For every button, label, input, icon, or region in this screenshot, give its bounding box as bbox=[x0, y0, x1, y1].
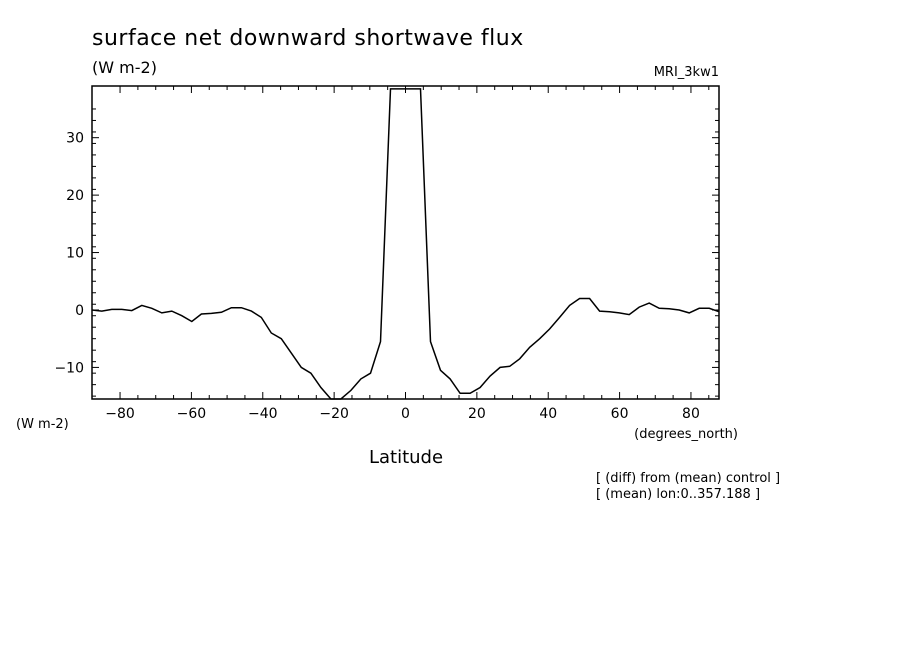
series-line bbox=[91, 88, 720, 400]
x-tick-label: −40 bbox=[248, 406, 278, 422]
y-tick-label: 30 bbox=[66, 131, 84, 147]
y-tick-label: −10 bbox=[54, 360, 84, 376]
note-mean: [ (mean) lon:0..357.188 ] bbox=[596, 487, 760, 502]
plot-frame bbox=[91, 85, 720, 400]
note-diff: [ (diff) from (mean) control ] bbox=[596, 471, 780, 486]
x-axis: −80 −60 −40 −20 0 20 40 60 80 bbox=[105, 86, 710, 422]
x-tick-label: 40 bbox=[539, 406, 557, 422]
y-tick-label: 20 bbox=[66, 188, 84, 204]
y-tick-label: 10 bbox=[66, 246, 84, 262]
x-axis-label: Latitude bbox=[369, 447, 443, 468]
chart-title: surface net downward shortwave flux bbox=[92, 26, 524, 51]
x-tick-label: −60 bbox=[177, 406, 207, 422]
y-axis: −10 0 10 20 30 bbox=[54, 108, 719, 397]
y-units: (W m-2) bbox=[16, 417, 69, 432]
model-label: MRI_3kw1 bbox=[654, 65, 719, 80]
y-tick-label: 0 bbox=[75, 303, 84, 319]
x-tick-label: 80 bbox=[682, 406, 700, 422]
chart-units: (W m-2) bbox=[92, 58, 157, 77]
x-tick-label: −80 bbox=[105, 406, 135, 422]
x-tick-label: 20 bbox=[468, 406, 486, 422]
x-units: (degrees_north) bbox=[634, 427, 738, 442]
x-tick-label: 60 bbox=[611, 406, 629, 422]
x-tick-label: −20 bbox=[319, 406, 349, 422]
x-tick-label: 0 bbox=[401, 406, 410, 422]
